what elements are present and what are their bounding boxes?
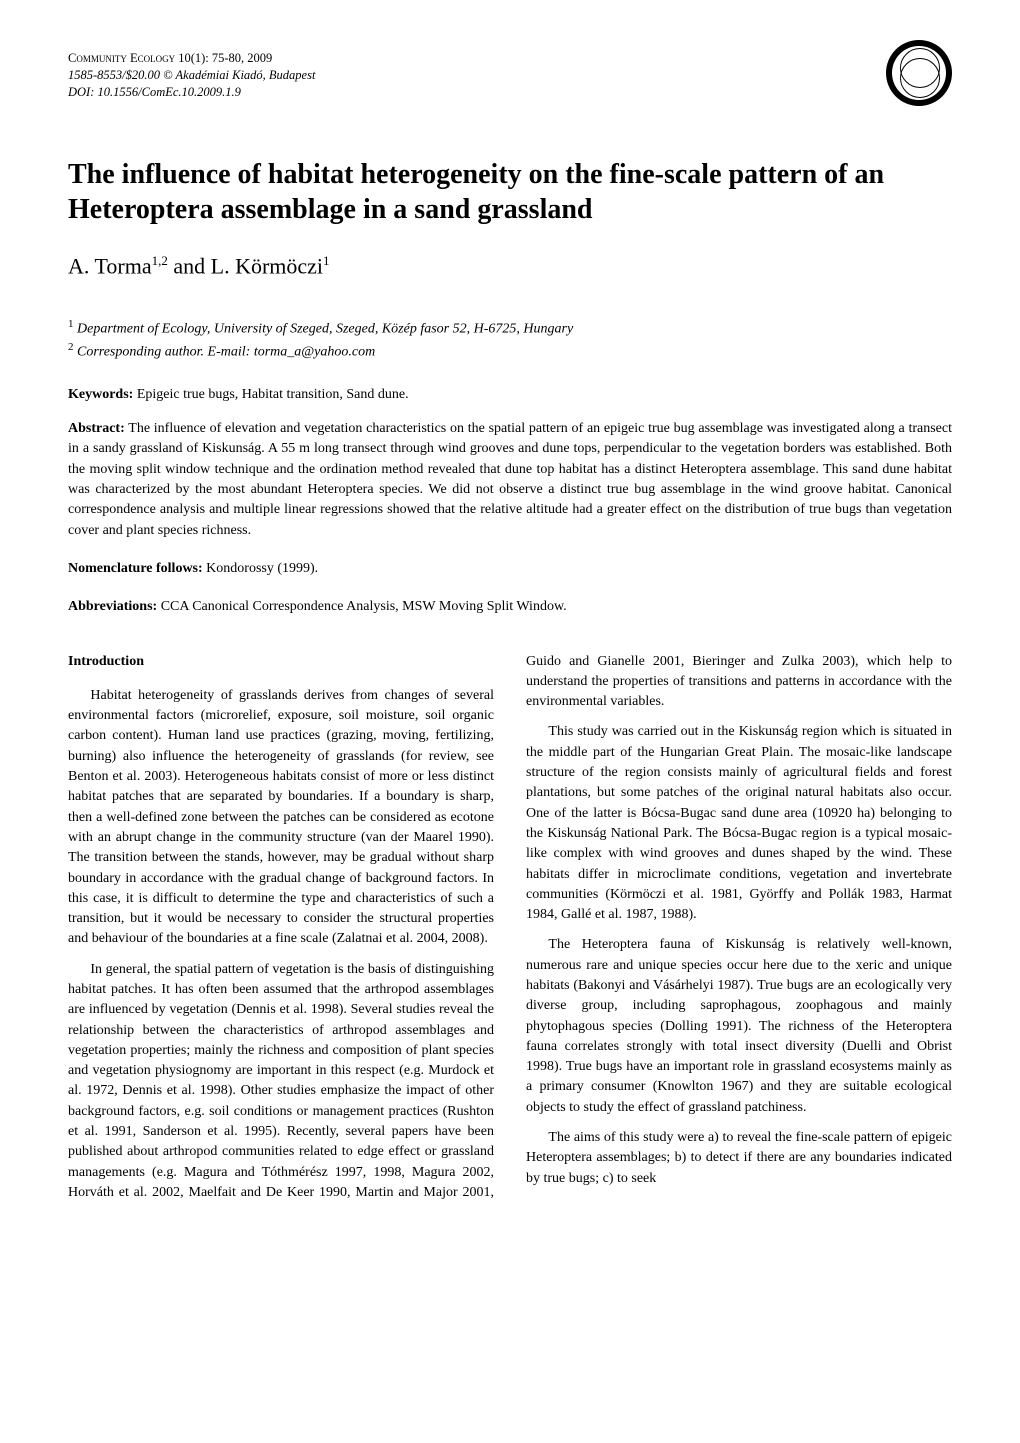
article-title: The influence of habitat heterogeneity o… <box>68 157 952 227</box>
keywords-text: Epigeic true bugs, Habitat transition, S… <box>133 387 408 402</box>
affiliation-2-text: Corresponding author. E-mail: torma_a@ya… <box>74 345 376 360</box>
abbreviations-label: Abbreviations: <box>68 599 157 614</box>
issn-line: 1585-8553/$20.00 © Akadémiai Kiadó, Buda… <box>68 67 952 84</box>
affiliations: 1 Department of Ecology, University of S… <box>68 317 952 363</box>
author-1: A. Torma <box>68 253 152 278</box>
affiliation-2: 2 Corresponding author. E-mail: torma_a@… <box>68 340 952 363</box>
body-columns: Introduction Habitat heterogeneity of gr… <box>68 652 952 1204</box>
author-2-affil-sup: 1 <box>323 253 330 268</box>
abbreviations-text: CCA Canonical Correspondence Analysis, M… <box>157 599 566 614</box>
abbreviations-block: Abbreviations: CCA Canonical Corresponde… <box>68 597 952 617</box>
nomenclature-block: Nomenclature follows: Kondorossy (1999). <box>68 559 952 579</box>
intro-paragraph-3: This study was carried out in the Kiskun… <box>526 722 952 925</box>
nomenclature-text: Kondorossy (1999). <box>203 561 319 576</box>
author-1-affil-sup: 1,2 <box>152 253 168 268</box>
affiliation-1: 1 Department of Ecology, University of S… <box>68 317 952 340</box>
doi-line: DOI: 10.1556/ComEc.10.2009.1.9 <box>68 84 952 101</box>
intro-paragraph-1: Habitat heterogeneity of grasslands deri… <box>68 686 494 950</box>
publisher-logo-inner <box>892 46 946 100</box>
intro-paragraph-5: The aims of this study were a) to reveal… <box>526 1128 952 1189</box>
abstract-block: Abstract: The influence of elevation and… <box>68 419 952 541</box>
keywords-block: Keywords: Epigeic true bugs, Habitat tra… <box>68 385 952 405</box>
journal-citation: Community Ecology 10(1): 75-80, 2009 <box>68 50 952 67</box>
abstract-label: Abstract: <box>68 421 125 436</box>
nomenclature-label: Nomenclature follows: <box>68 561 203 576</box>
header-meta: Community Ecology 10(1): 75-80, 2009 158… <box>68 50 952 101</box>
affiliation-1-text: Department of Ecology, University of Sze… <box>74 322 574 337</box>
abstract-text: The influence of elevation and vegetatio… <box>68 421 952 537</box>
author-conjunction: and L. Körmöczi <box>168 253 323 278</box>
introduction-heading: Introduction <box>68 652 494 672</box>
publisher-logo-icon <box>886 40 952 106</box>
keywords-label: Keywords: <box>68 387 133 402</box>
authors: A. Torma1,2 and L. Körmöczi1 <box>68 253 952 279</box>
intro-paragraph-4: The Heteroptera fauna of Kiskunság is re… <box>526 935 952 1118</box>
